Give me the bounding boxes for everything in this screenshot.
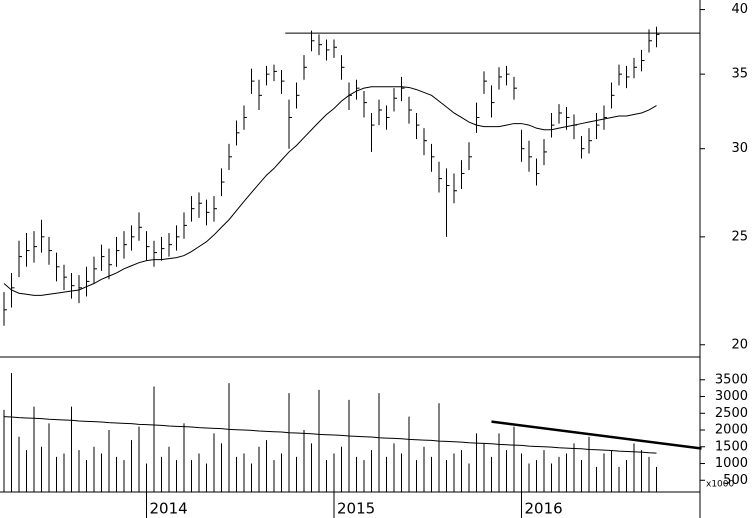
x-tick-label: 2016: [525, 500, 563, 518]
x-tick-label: 2014: [150, 500, 188, 518]
y-tick-label: 3000: [715, 389, 748, 404]
y-tick-label: 1500: [715, 439, 748, 454]
y-tick-label: 2000: [715, 423, 748, 438]
y-tick-label: 40: [731, 2, 748, 17]
y-tick-label: 500: [723, 473, 748, 488]
moving-average: [3, 86, 657, 296]
y-tick-label: 25: [731, 229, 748, 244]
trend-line: [491, 420, 702, 450]
y-tick-label: 35: [731, 67, 748, 82]
y-tick-label: 3500: [715, 372, 748, 387]
unit-label: x1000: [706, 480, 735, 490]
y-tick-label: 30: [731, 141, 748, 156]
y-tick-label: 2500: [715, 406, 748, 421]
y-tick-label: 1000: [715, 456, 748, 471]
volume-average: [3, 416, 657, 454]
x-tick-label: 2015: [337, 500, 375, 518]
y-tick-label: 20: [731, 337, 748, 352]
